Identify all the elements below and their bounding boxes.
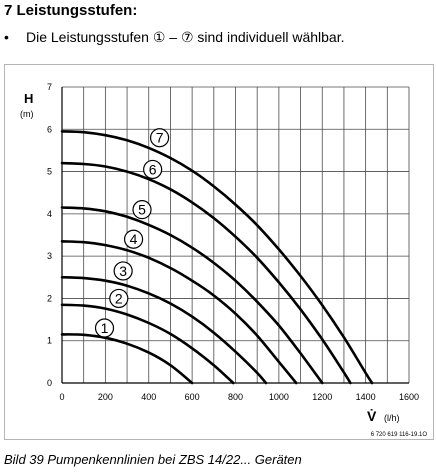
x-tick-label: 800 <box>228 392 243 402</box>
bullet-text: Die Leistungsstufen ① – ⑦ sind individue… <box>26 29 345 45</box>
x-tick-label: 1000 <box>269 392 289 402</box>
y-axis-label: H <box>24 91 33 106</box>
y-axis-unit: (m) <box>20 109 34 119</box>
x-tick-label: 400 <box>141 392 156 402</box>
pump-curve-stage-1 <box>60 333 194 385</box>
figure-caption: Bild 39 Pumpenkennlinien bei ZBS 14/22..… <box>4 452 302 467</box>
x-axis-label: V̇ <box>367 408 377 424</box>
stage-marker-circle <box>94 318 115 338</box>
figure-frame <box>4 64 434 440</box>
stage-marker-label: 7 <box>156 130 164 146</box>
y-tick-label: 1 <box>47 336 52 346</box>
x-axis-unit: (l/h) <box>384 413 400 423</box>
stage-marker-circle <box>113 261 133 281</box>
y-tick-label: 7 <box>47 82 52 92</box>
bullet-symbol: • <box>4 29 9 45</box>
stage-marker-label: 6 <box>149 161 157 177</box>
x-tick-label: 600 <box>185 392 200 402</box>
stage-marker-label: 5 <box>138 202 146 218</box>
stage-marker-circle <box>149 128 170 148</box>
stage-marker-circle <box>123 229 144 249</box>
pump-curve-stage-3 <box>60 276 268 385</box>
pump-curve-stage-6 <box>60 161 352 385</box>
stage-marker-circle <box>143 159 163 180</box>
y-tick-label: 0 <box>47 378 52 388</box>
stage-marker-label: 4 <box>130 231 138 247</box>
y-tick-label: 4 <box>47 209 52 219</box>
x-tick-label: 1200 <box>312 392 332 402</box>
bullet-line: • Die Leistungsstufen ① – ⑦ sind individu… <box>4 29 345 46</box>
stage-marker-circle <box>132 200 152 220</box>
stage-marker-label: 2 <box>115 290 123 306</box>
y-tick-label: 2 <box>47 293 52 303</box>
stage-marker-label: 3 <box>119 263 127 279</box>
pump-curve-stage-5 <box>60 206 324 385</box>
stage-marker-circle <box>109 288 129 309</box>
pump-curve-stage-7 <box>60 130 374 385</box>
pump-curve-stage-4 <box>60 240 298 385</box>
x-tick-label: 1600 <box>399 392 419 402</box>
section-heading: 7 Leistungsstufen: <box>4 2 138 19</box>
figure-code: 6 720 619 116-19.1O <box>371 432 428 438</box>
x-tick-label: 200 <box>98 392 113 402</box>
y-tick-label: 3 <box>47 251 52 261</box>
pump-curve-stage-2 <box>60 303 235 385</box>
stage-marker-label: 1 <box>101 320 109 336</box>
x-tick-label: 0 <box>59 392 64 402</box>
y-tick-label: 5 <box>47 167 52 177</box>
y-tick-label: 6 <box>47 124 52 134</box>
x-tick-label: 1400 <box>356 392 376 402</box>
